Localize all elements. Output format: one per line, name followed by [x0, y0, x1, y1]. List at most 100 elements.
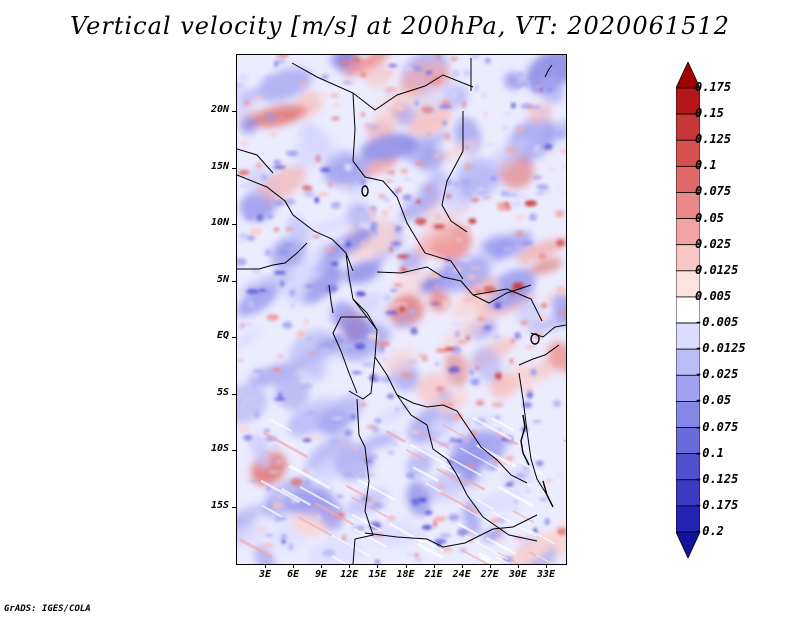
downdraft-cell: [444, 266, 451, 269]
updraft-cell: [526, 106, 533, 110]
wave-streak: [486, 537, 517, 555]
downdraft-cell: [544, 518, 550, 526]
downdraft-area: [362, 433, 398, 449]
legend-level-label: -0.05: [695, 393, 732, 408]
updraft-cell: [468, 218, 477, 224]
downdraft-cell: [241, 403, 245, 408]
updraft-cell: [444, 133, 451, 140]
wave-streak: [497, 552, 520, 564]
downdraft-cell: [397, 141, 409, 144]
downdraft-cell: [406, 472, 416, 479]
latitude-tick: [232, 111, 236, 112]
downdraft-area: [429, 417, 450, 435]
wave-streak: [300, 486, 340, 510]
downdraft-cell: [516, 72, 525, 77]
updraft-cell: [520, 319, 529, 326]
updraft-cell: [256, 162, 263, 168]
updraft-cell: [333, 103, 341, 106]
downdraft-cell: [255, 411, 260, 419]
longitude-tick: [517, 564, 519, 568]
legend-bands: [676, 62, 700, 558]
updraft-cell: [351, 55, 361, 64]
downdraft-cell: [380, 376, 393, 383]
downdraft-cell: [451, 322, 463, 327]
updraft-cell: [329, 92, 339, 99]
downdraft-cell: [285, 150, 299, 156]
updraft-cell: [526, 294, 538, 297]
wave-streak: [460, 447, 502, 471]
legend-level-label: 0.005: [695, 288, 732, 303]
downdraft-cell: [538, 109, 549, 115]
updraft-cell: [387, 516, 396, 521]
updraft-cell: [369, 208, 376, 216]
updraft-area: [250, 104, 307, 128]
latitude-label: 5S: [216, 387, 229, 398]
wave-streak: [481, 556, 496, 564]
northeast-coast: [544, 64, 553, 78]
updraft-cell: [436, 484, 446, 488]
downdraft-cell: [474, 84, 479, 92]
downdraft-cell: [538, 498, 549, 501]
downdraft-cell: [302, 438, 312, 442]
updraft-cell: [436, 386, 444, 392]
updraft-cell: [237, 359, 244, 362]
downdraft-cell: [273, 160, 281, 164]
downdraft-cell: [522, 401, 533, 409]
downdraft-cell: [430, 302, 443, 305]
lake-chad: [361, 185, 369, 197]
downdraft-cell: [280, 534, 287, 539]
updraft-cell: [360, 240, 367, 245]
downdraft-cell: [517, 195, 530, 199]
downdraft-cell: [436, 215, 440, 219]
legend-level-label: 0.0125: [695, 262, 739, 277]
wave-streak: [269, 418, 292, 432]
downdraft-cell: [532, 86, 541, 93]
wave-streak: [478, 552, 501, 564]
updraft-cell: [399, 267, 408, 273]
downdraft-cell: [526, 390, 533, 399]
rwanda-burundi-border: [518, 344, 560, 366]
downdraft-cell: [434, 538, 447, 545]
updraft-area: [363, 157, 398, 175]
updraft-cell: [434, 516, 447, 522]
downdraft-cell: [402, 194, 413, 201]
wave-streak: [353, 528, 388, 548]
downdraft-cell: [469, 368, 474, 376]
downdraft-cell: [506, 363, 511, 372]
downdraft-cell: [273, 59, 286, 64]
wave-streak: [281, 488, 311, 506]
longitude-tick: [265, 564, 266, 568]
updraft-cell: [436, 55, 441, 60]
updraft-cell: [515, 126, 525, 131]
wave-streak: [412, 466, 439, 482]
updraft-cell: [418, 353, 428, 358]
downdraft-cell: [502, 247, 512, 250]
downdraft-cell: [556, 185, 561, 189]
downdraft-cell: [277, 391, 283, 400]
downdraft-cell: [241, 397, 254, 403]
downdraft-cell: [439, 533, 452, 538]
downdraft-cell: [536, 184, 549, 190]
downdraft-cell: [467, 165, 476, 168]
downdraft-cell: [485, 463, 498, 471]
wave-streak: [457, 504, 497, 527]
updraft-cell: [441, 99, 451, 105]
updraft-cell: [308, 352, 316, 355]
downdraft-cell: [539, 86, 543, 93]
downdraft-area: [286, 216, 312, 244]
legend-band: [676, 139, 700, 167]
wave-streak: [262, 505, 283, 518]
updraft-cell: [547, 168, 555, 172]
downdraft-cell: [304, 480, 310, 486]
legend-band: [676, 531, 700, 558]
updraft-cell: [433, 224, 445, 229]
updraft-cell: [330, 248, 337, 252]
updraft-cell: [510, 338, 515, 344]
updraft-cell: [315, 154, 321, 163]
updraft-cell: [422, 356, 428, 362]
downdraft-cell: [382, 293, 391, 302]
downdraft-cell: [491, 333, 501, 340]
downdraft-cell: [306, 337, 313, 341]
downdraft-area: [360, 133, 418, 162]
legend-level-label: -0.125: [695, 471, 739, 486]
